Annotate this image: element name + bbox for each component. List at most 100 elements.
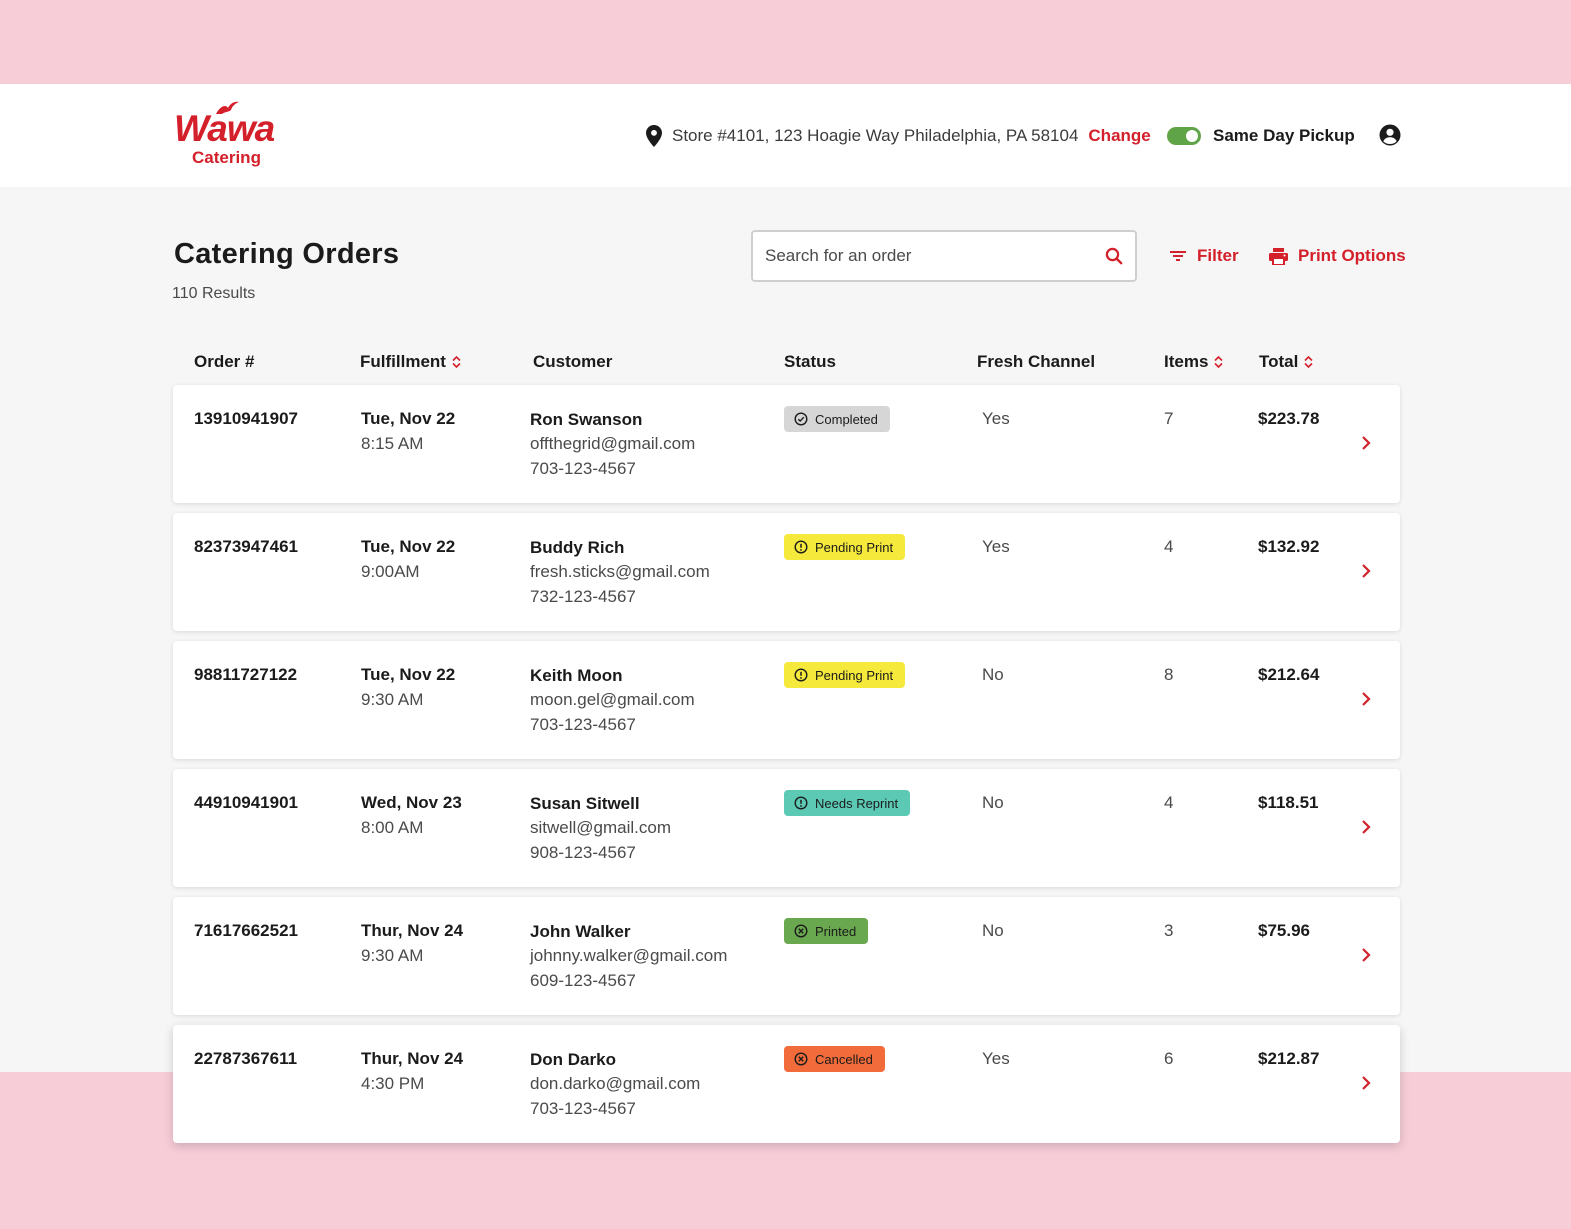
status-badge: Needs Reprint (784, 790, 911, 816)
customer-email: sitwell@gmail.com (530, 818, 672, 837)
fulfillment-time: 9:30 AM (361, 690, 424, 709)
order-total: $118.51 (1258, 793, 1319, 812)
fulfillment-date: Thur, Nov 24 (361, 1049, 464, 1068)
customer-email: offthegrid@gmail.com (530, 434, 696, 453)
chevron-right-icon[interactable] (1360, 819, 1372, 835)
column-total[interactable]: Total (1259, 352, 1313, 372)
status-badge: Completed (784, 406, 890, 432)
search-icon[interactable] (1105, 247, 1123, 265)
item-count: 8 (1164, 665, 1174, 684)
result-count: 110 Results (172, 285, 256, 302)
chevron-right-icon[interactable] (1360, 1075, 1372, 1091)
fulfillment-time: 9:00AM (361, 562, 420, 581)
fresh-channel: Yes (982, 1049, 1010, 1068)
order-row[interactable]: 71617662521 Thur, Nov 24 9:30 AM John Wa… (173, 897, 1400, 1015)
order-number: 22787367611 (194, 1049, 298, 1068)
customer-phone: 908-123-4567 (530, 843, 636, 862)
wawa-catering-logo[interactable]: Wawa Catering (174, 100, 284, 172)
customer-phone: 703-123-4567 (530, 715, 636, 734)
fresh-channel: No (982, 921, 1004, 940)
customer-email: don.darko@gmail.com (530, 1074, 701, 1093)
column-fulfillment[interactable]: Fulfillment (360, 352, 461, 372)
filter-icon (1170, 251, 1186, 261)
status-badge: Pending Print (784, 534, 906, 560)
fulfillment-date: Wed, Nov 23 (361, 793, 462, 812)
sort-icon (452, 356, 461, 368)
item-count: 4 (1164, 793, 1174, 812)
status-badge: Printed (784, 918, 869, 944)
customer-email: fresh.sticks@gmail.com (530, 562, 710, 581)
app-header (0, 84, 1571, 187)
account-circle-icon[interactable] (1379, 124, 1401, 146)
order-total: $75.96 (1258, 921, 1310, 940)
store-selector: Store #4101, 123 Hoagie Way Philadelphia… (646, 124, 1151, 148)
customer-phone: 609-123-4567 (530, 971, 636, 990)
sort-icon (1214, 356, 1223, 368)
fulfillment-date: Tue, Nov 22 (361, 537, 456, 556)
order-search (751, 230, 1137, 282)
order-row[interactable]: 44910941901 Wed, Nov 23 8:00 AM Susan Si… (173, 769, 1400, 887)
fresh-channel: Yes (982, 409, 1010, 428)
chevron-right-icon[interactable] (1360, 947, 1372, 963)
fulfillment-date: Tue, Nov 22 (361, 409, 456, 428)
goose-logo-icon (216, 101, 239, 114)
search-input[interactable] (765, 246, 1105, 266)
customer-name: Susan Sitwell (530, 794, 640, 813)
x-circle-icon (794, 1052, 808, 1066)
customer-email: johnny.walker@gmail.com (530, 946, 728, 965)
x-circle-icon (794, 924, 808, 938)
sort-icon (1304, 356, 1313, 368)
chevron-right-icon[interactable] (1360, 563, 1372, 579)
check-circle-icon (794, 412, 808, 426)
order-row[interactable]: 98811727122 Tue, Nov 22 9:30 AM Keith Mo… (173, 641, 1400, 759)
item-count: 6 (1164, 1049, 1174, 1068)
filter-button[interactable]: Filter (1169, 244, 1239, 268)
order-row[interactable]: 13910941907 Tue, Nov 22 8:15 AM Ron Swan… (173, 385, 1400, 503)
customer-phone: 703-123-4567 (530, 1099, 636, 1118)
fulfillment-date: Thur, Nov 24 (361, 921, 464, 940)
same-day-pickup-toggle[interactable] (1167, 127, 1201, 145)
order-total: $212.64 (1258, 665, 1320, 684)
item-count: 3 (1164, 921, 1174, 940)
item-count: 7 (1164, 409, 1174, 428)
filter-label: Filter (1197, 246, 1239, 265)
fulfillment-date: Tue, Nov 22 (361, 665, 456, 684)
fresh-channel: No (982, 665, 1004, 684)
column-items[interactable]: Items (1164, 352, 1223, 372)
customer-email: moon.gel@gmail.com (530, 690, 695, 709)
logo-wordmark: Wawa (174, 108, 275, 149)
chevron-right-icon[interactable] (1360, 691, 1372, 707)
fulfillment-time: 8:15 AM (361, 434, 424, 453)
printer-icon (1269, 247, 1288, 265)
order-number: 13910941907 (194, 409, 299, 428)
order-number: 44910941901 (194, 793, 299, 812)
alert-circle-icon (794, 540, 808, 554)
status-badge: Cancelled (784, 1046, 885, 1072)
column-customer: Customer (533, 352, 613, 371)
order-total: $132.92 (1258, 537, 1320, 556)
customer-phone: 732-123-4567 (530, 587, 636, 606)
alert-circle-icon (794, 668, 808, 682)
order-number: 71617662521 (194, 921, 299, 940)
customer-name: Don Darko (530, 1050, 616, 1069)
column-status: Status (784, 352, 836, 371)
column-fresh-channel: Fresh Channel (977, 352, 1096, 371)
change-store-link[interactable]: Change (1088, 126, 1151, 145)
logo-subtitle: Catering (192, 148, 261, 167)
order-number: 98811727122 (194, 665, 298, 684)
fresh-channel: No (982, 793, 1004, 812)
order-row[interactable]: 22787367611 Thur, Nov 24 4:30 PM Don Dar… (173, 1025, 1400, 1143)
page-title: Catering Orders (174, 238, 400, 270)
order-total: $212.87 (1258, 1049, 1320, 1068)
toggle-knob (1186, 130, 1198, 142)
print-options-label: Print Options (1298, 246, 1406, 265)
print-options-button[interactable]: Print Options (1269, 244, 1406, 268)
column-order: Order # (194, 352, 255, 371)
status-badge: Pending Print (784, 662, 906, 688)
top-band (0, 0, 1571, 84)
fulfillment-time: 4:30 PM (361, 1074, 425, 1093)
chevron-right-icon[interactable] (1360, 435, 1372, 451)
order-total: $223.78 (1258, 409, 1320, 428)
order-row[interactable]: 82373947461 Tue, Nov 22 9:00AM Buddy Ric… (173, 513, 1400, 631)
alert-circle-icon (794, 796, 808, 810)
